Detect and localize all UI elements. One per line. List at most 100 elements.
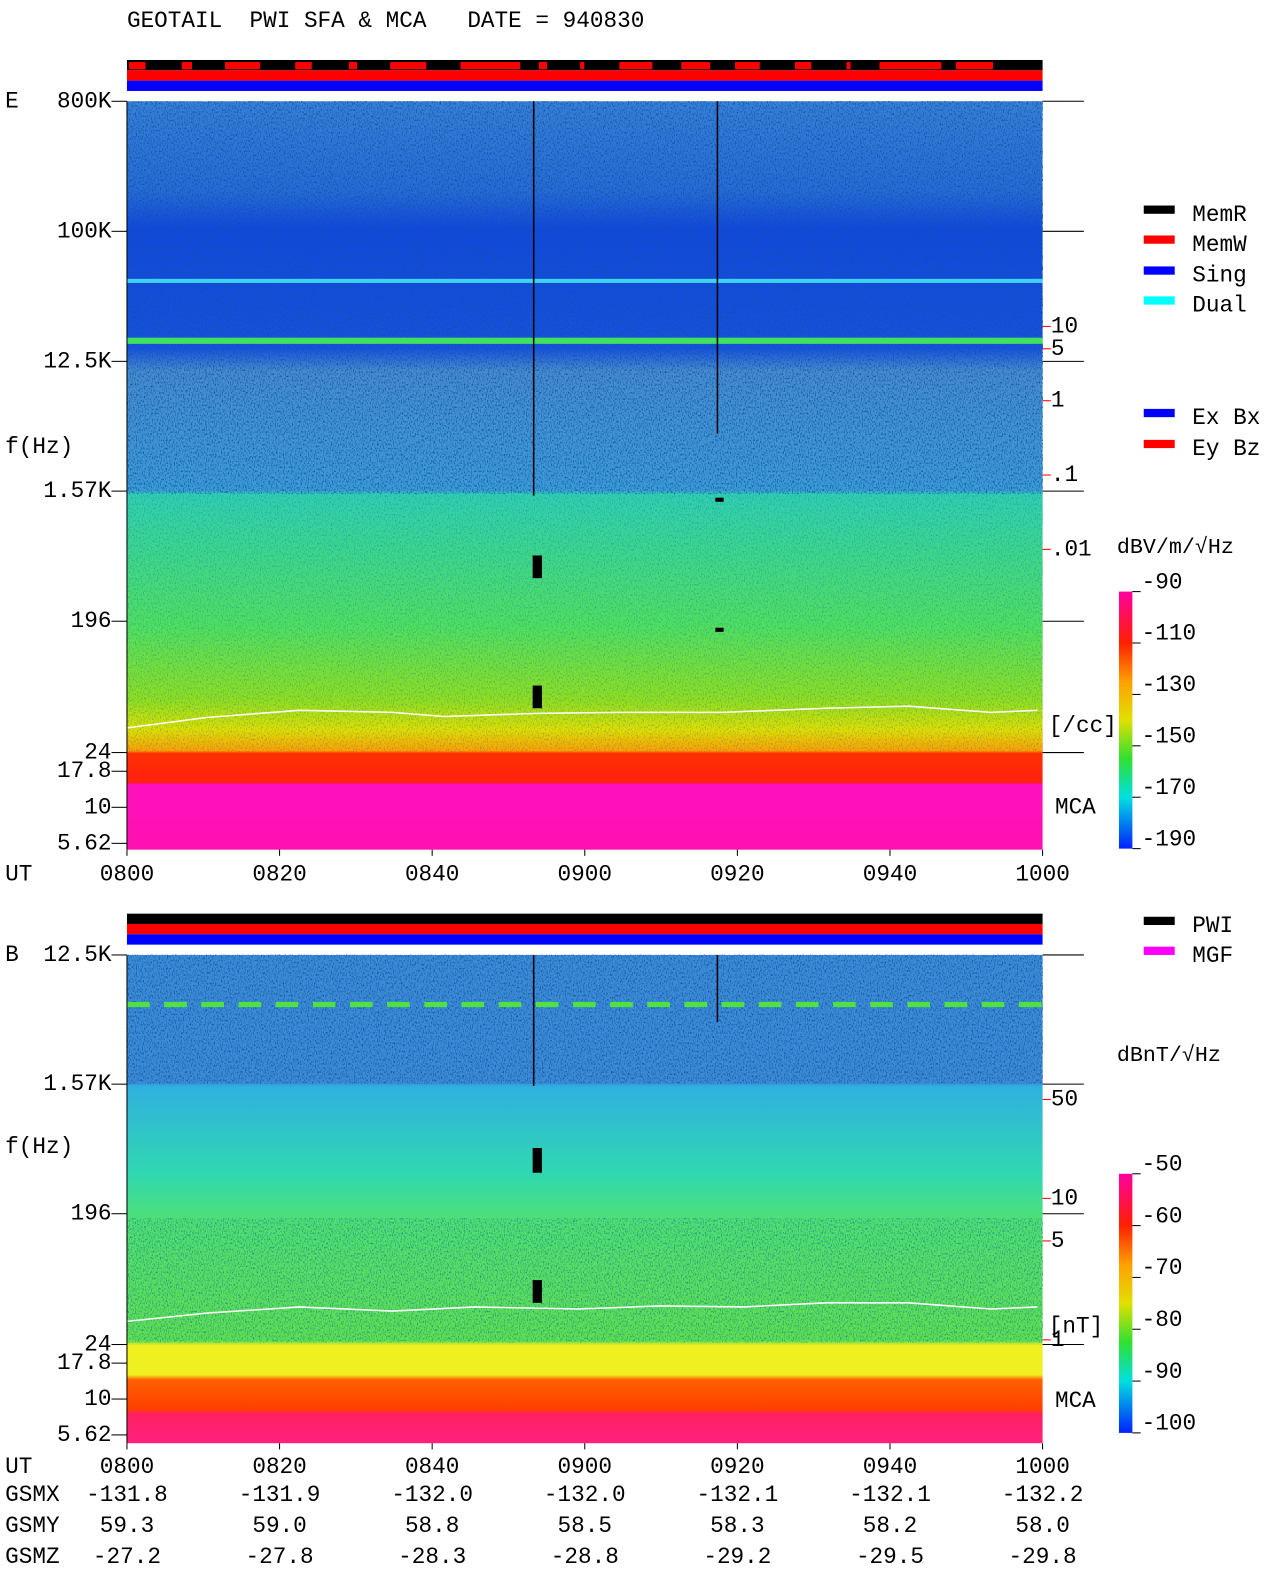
colorbar-tick-label: -70 (1142, 1255, 1183, 1281)
colorbar-tick-label: -100 (1142, 1411, 1196, 1437)
y-tick-label: 17.8 (57, 758, 111, 784)
y-tick-label: 800K (57, 88, 112, 114)
y-tick-label: 24 (84, 740, 111, 766)
x-tick-label: 0900 (558, 1454, 612, 1480)
x-tick-label: 0940 (863, 1454, 917, 1480)
y-tick-label: 1.57K (43, 478, 111, 504)
orbit-value: 58.8 (405, 1513, 459, 1539)
y-tick-label: 10 (84, 794, 111, 820)
emission-line (126, 278, 1043, 283)
x-axis-label: UT (5, 1454, 32, 1480)
legend-label: Sing (1192, 263, 1246, 289)
y-tick-label: 5.62 (57, 830, 111, 856)
orbit-value: 58.3 (710, 1513, 764, 1539)
legend-label: Ey Bz (1192, 436, 1260, 462)
orbit-value: -29.8 (1009, 1544, 1077, 1570)
colorbar-tick-label: -50 (1142, 1152, 1183, 1178)
orbit-value: -28.8 (551, 1544, 619, 1570)
y2-tick-label: 1 (1051, 1327, 1065, 1353)
x-tick-label: 1000 (1015, 861, 1069, 887)
x-tick-label: 0820 (252, 1454, 306, 1480)
y-tick-label: 10 (84, 1386, 111, 1412)
orbit-label: GSMX (5, 1482, 60, 1508)
orbit-value: -27.8 (246, 1544, 314, 1570)
data-gaps (532, 101, 719, 1087)
orbit-value: -27.2 (93, 1544, 161, 1570)
x-tick-label: 0820 (252, 861, 306, 887)
y2-tick-label: .01 (1051, 536, 1092, 562)
colorbar (1118, 591, 1133, 849)
colorbar-tick-label: -60 (1142, 1203, 1183, 1229)
panel-label: E (5, 88, 19, 114)
orbit-value: -132.1 (849, 1482, 931, 1508)
orbit-value: 59.0 (252, 1513, 306, 1539)
legend-swatch (1143, 946, 1175, 955)
orbit-value: -29.5 (856, 1544, 924, 1570)
colorbar-label: dBV/m/√Hz (1117, 535, 1234, 560)
orbit-value: 58.2 (863, 1513, 917, 1539)
y2-tick-label: 10 (1051, 1185, 1078, 1211)
orbit-value: -132.1 (697, 1482, 779, 1508)
legend-label: Dual (1192, 293, 1246, 319)
y2-tick-label: 5 (1051, 1228, 1065, 1254)
colorbar-tick-label: -90 (1142, 569, 1183, 595)
y2-tick-label: .1 (1051, 462, 1078, 488)
legend-swatch (1143, 235, 1175, 244)
y2-tick-label: 1 (1051, 388, 1065, 414)
orbit-value: -131.8 (86, 1482, 168, 1508)
y-axis-label: f(Hz) (5, 434, 73, 460)
x-tick-label: 0800 (100, 1454, 154, 1480)
legend-swatch (1143, 266, 1175, 275)
legend-swatch (1143, 408, 1175, 418)
orbit-value: -29.2 (703, 1544, 771, 1570)
panel-label: B (5, 942, 19, 968)
mca-label: MCA (1055, 794, 1096, 820)
noise (126, 493, 1043, 752)
legend-label: Ex Bx (1192, 405, 1260, 431)
noise (126, 1218, 1043, 1343)
y-tick-label: 196 (71, 1201, 112, 1227)
y-tick-label: 17.8 (57, 1350, 111, 1376)
emission-line (126, 337, 1043, 344)
y2-axis-label: [nT] (1049, 1314, 1103, 1340)
legend-swatch (1143, 296, 1175, 305)
legend-swatch (1143, 916, 1175, 926)
colorbar (1118, 1173, 1133, 1433)
legend-label: PWI (1192, 913, 1233, 939)
orbit-label: GSMY (5, 1513, 60, 1539)
x-tick-label: 0920 (710, 1454, 764, 1480)
colorbar-tick-label: -80 (1142, 1307, 1183, 1333)
y2-axis-label: [/cc] (1049, 713, 1117, 739)
orbit-value: 59.3 (100, 1513, 154, 1539)
noise (126, 101, 1043, 494)
colorbar-tick-label: -190 (1142, 826, 1196, 852)
y-tick-label: 5.62 (57, 1422, 111, 1448)
orbit-value: -131.9 (239, 1482, 321, 1508)
y-tick-label: 24 (84, 1332, 111, 1358)
x-tick-label: 0840 (405, 1454, 459, 1480)
colorbar-tick-label: -110 (1142, 621, 1196, 647)
x-tick-label: 0920 (710, 861, 764, 887)
legend-swatch (1143, 205, 1175, 214)
x-axis-label: UT (5, 861, 32, 887)
mca-label: MCA (1055, 1388, 1096, 1414)
orbit-value: 58.5 (558, 1513, 612, 1539)
orbit-value: -132.0 (544, 1482, 626, 1508)
colorbar-tick-label: -130 (1142, 672, 1196, 698)
y-axis-label: f(Hz) (5, 1134, 73, 1160)
colorbar-tick-label: -150 (1142, 724, 1196, 750)
y2-tick-label: 50 (1051, 1086, 1078, 1112)
colorbar-tick-label: -170 (1142, 775, 1196, 801)
y-tick-label: 1.57K (43, 1071, 111, 1097)
x-tick-label: 1000 (1015, 1454, 1069, 1480)
y-tick-label: 100K (57, 218, 112, 244)
colorbar-tick-label: -90 (1142, 1359, 1183, 1385)
legend-label: MemR (1192, 202, 1247, 228)
legend-label: MGF (1192, 943, 1233, 969)
colorbar-label: dBnT/√Hz (1117, 1043, 1221, 1068)
x-tick-label: 0940 (863, 861, 917, 887)
title: GEOTAIL PWI SFA & MCA DATE = 940830 (127, 8, 644, 34)
y-tick-label: 196 (71, 608, 112, 634)
